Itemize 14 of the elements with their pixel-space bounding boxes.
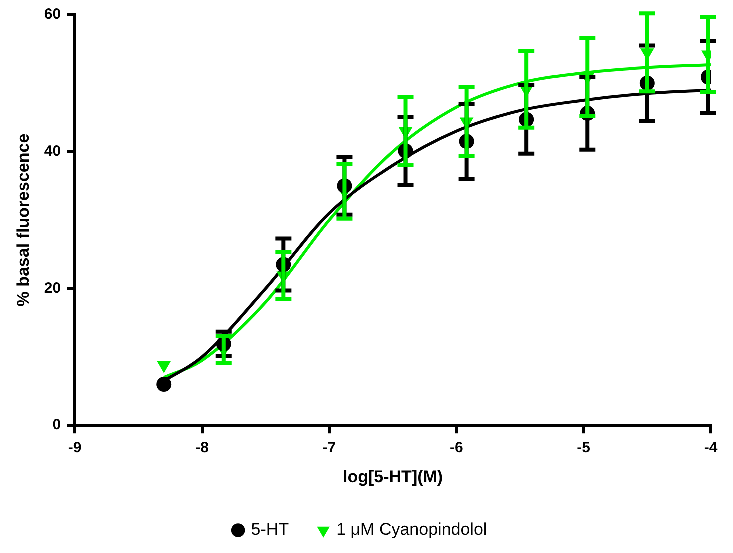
y-tick-label: 60 [44,6,62,24]
x-tick-label: -5 [577,440,590,457]
x-tick-label: -4 [704,440,718,457]
y-tick-label: 20 [44,280,62,297]
y-axis-title: % basal fluorescence [14,134,33,307]
legend-label: 5-HT [251,520,290,540]
x-axis-title: log[5-HT](M) [343,467,444,486]
x-tick-label: -8 [196,440,209,457]
x-tick-label: -9 [68,440,82,457]
y-tick-label: 0 [52,416,62,434]
y-tick-label: 40 [44,143,62,160]
x-tick-label: -6 [450,440,464,457]
legend-label: 1 μM Cyanopindolol [336,520,488,540]
x-tick-label: -7 [322,440,336,457]
